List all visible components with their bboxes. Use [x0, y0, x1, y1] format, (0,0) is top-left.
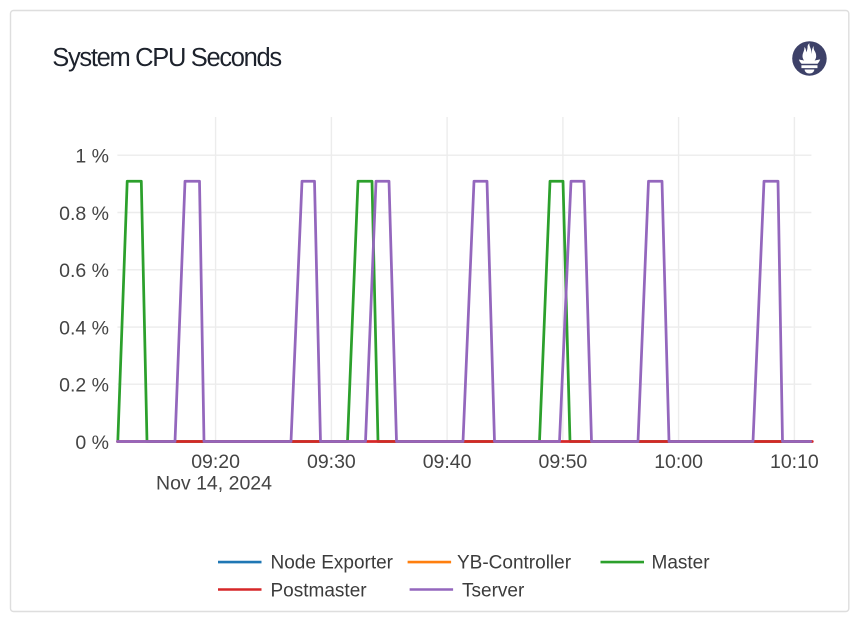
svg-text:Nov 14, 2024: Nov 14, 2024	[156, 472, 272, 494]
svg-text:1 %: 1 %	[75, 146, 109, 168]
svg-text:YB-Controller: YB-Controller	[457, 552, 572, 573]
svg-text:Tserver: Tserver	[462, 581, 525, 602]
svg-text:0.2 %: 0.2 %	[59, 375, 109, 397]
svg-text:Node Exporter: Node Exporter	[271, 552, 394, 573]
svg-text:09:40: 09:40	[423, 451, 472, 473]
svg-text:Postmaster: Postmaster	[271, 581, 368, 602]
svg-text:0 %: 0 %	[75, 432, 109, 454]
svg-text:10:10: 10:10	[770, 451, 819, 473]
svg-text:09:50: 09:50	[538, 451, 587, 473]
svg-text:0.6 %: 0.6 %	[59, 260, 109, 282]
svg-text:09:20: 09:20	[191, 451, 240, 473]
svg-text:System CPU Seconds: System CPU Seconds	[52, 44, 281, 72]
svg-text:0.4 %: 0.4 %	[59, 318, 109, 340]
svg-text:09:30: 09:30	[307, 451, 356, 473]
svg-text:10:00: 10:00	[654, 451, 703, 473]
svg-text:Master: Master	[652, 552, 711, 573]
svg-text:0.8 %: 0.8 %	[59, 203, 109, 225]
